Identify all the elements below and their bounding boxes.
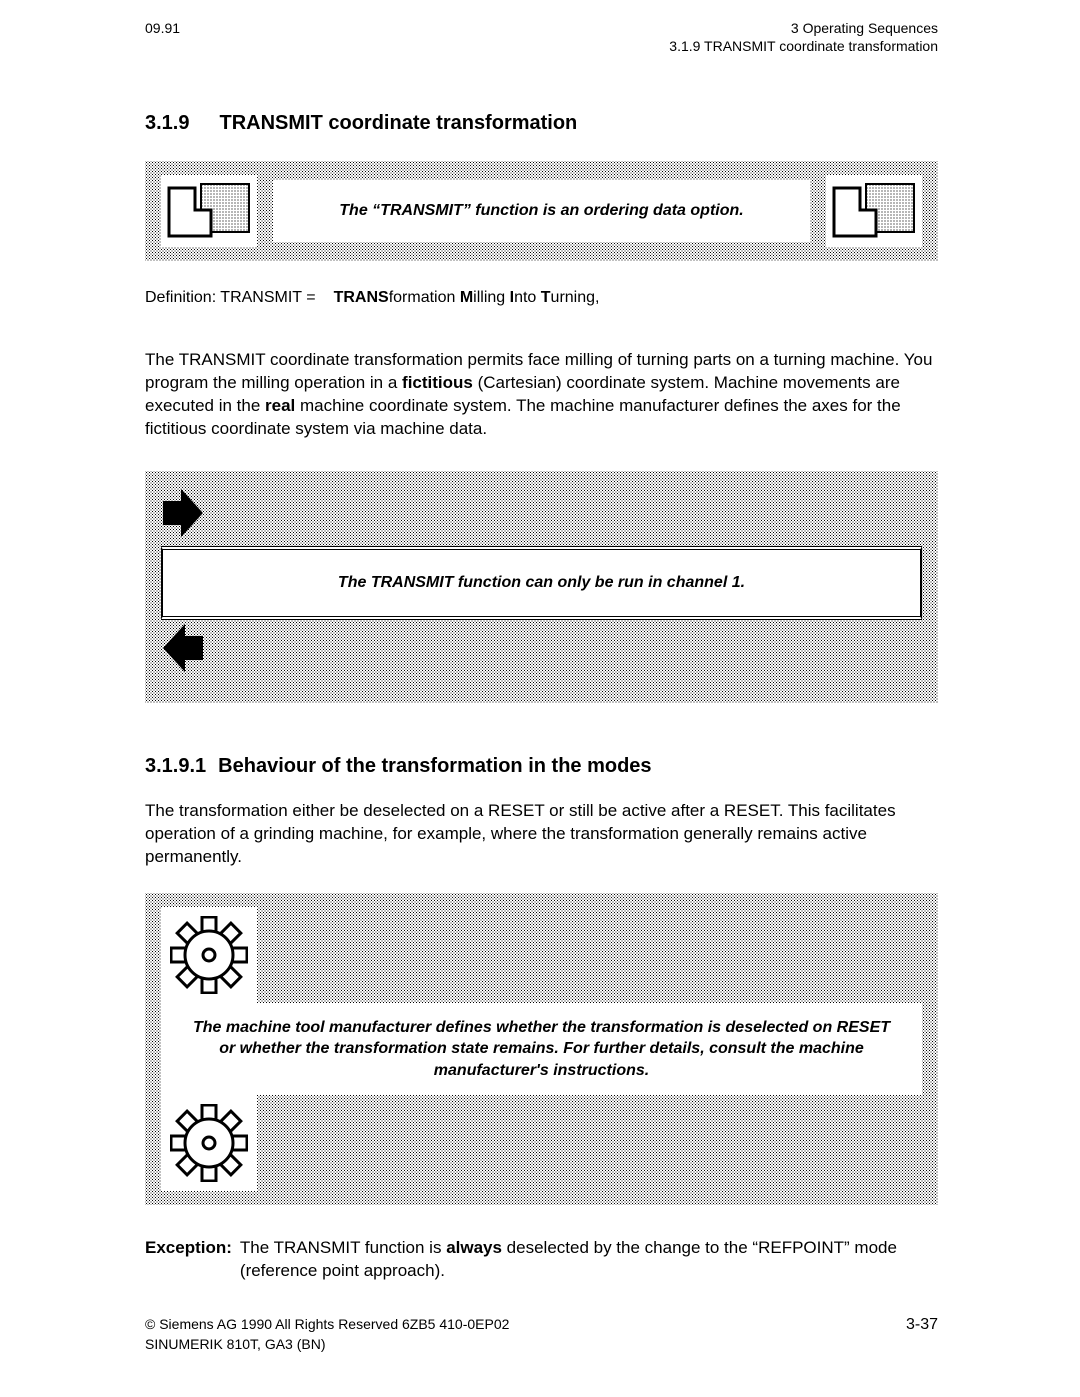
gear-icon xyxy=(161,907,257,1003)
subsection-heading: 3.1.9.1 Behaviour of the transformation … xyxy=(145,755,938,778)
gear-icon xyxy=(161,1095,257,1191)
section-heading: 3.1.9 TRANSMIT coordinate transformation xyxy=(145,112,938,135)
exception-paragraph: Exception: The TRANSMIT function is alwa… xyxy=(145,1237,938,1283)
section-title: TRANSMIT coordinate transformation xyxy=(219,112,577,135)
paragraph-1: The TRANSMIT coordinate transformation p… xyxy=(145,349,938,441)
paragraph-2: The transformation either be deselected … xyxy=(145,800,938,869)
definition-line: Definition: TRANSMIT = TRANSformation Mi… xyxy=(145,289,938,307)
header-left: 09.91 xyxy=(145,20,180,54)
callout1-text: The “TRANSMIT” function is an ordering d… xyxy=(297,200,786,222)
l-shape-icon xyxy=(161,175,257,247)
arrow-right-icon xyxy=(161,485,922,546)
callout-box-ordering-option: The “TRANSMIT” function is an ordering d… xyxy=(145,161,938,261)
exception-label: Exception: xyxy=(145,1237,232,1283)
callout2-text: The TRANSMIT function can only be run in… xyxy=(181,574,902,592)
page-footer: © Siemens AG 1990 All Rights Reserved 6Z… xyxy=(145,1316,938,1352)
arrow-left-icon xyxy=(161,620,922,681)
subsection-title: Behaviour of the transformation in the m… xyxy=(218,755,651,778)
header-right: 3 Operating Sequences 3.1.9 TRANSMIT coo… xyxy=(669,20,938,54)
footer-product: SINUMERIK 810T, GA3 (BN) xyxy=(145,1336,509,1352)
subsection-number: 3.1.9.1 xyxy=(145,755,206,778)
section-number: 3.1.9 xyxy=(145,112,189,135)
l-shape-icon xyxy=(826,175,922,247)
callout-box-manufacturer: The machine tool manufacturer defines wh… xyxy=(145,893,938,1206)
definition-expansion: TRANSformation Milling Into Turning, xyxy=(334,289,600,307)
definition-label: Definition: TRANSMIT = xyxy=(145,289,316,307)
callout-box-channel1: The TRANSMIT function can only be run in… xyxy=(145,471,938,703)
callout3-text: The machine tool manufacturer defines wh… xyxy=(183,1017,900,1082)
footer-copyright: © Siemens AG 1990 All Rights Reserved 6Z… xyxy=(145,1316,509,1332)
header-right-line1: 3 Operating Sequences xyxy=(669,20,938,36)
header-right-line2: 3.1.9 TRANSMIT coordinate transformation xyxy=(669,38,938,54)
page-number: 3-37 xyxy=(906,1316,938,1334)
